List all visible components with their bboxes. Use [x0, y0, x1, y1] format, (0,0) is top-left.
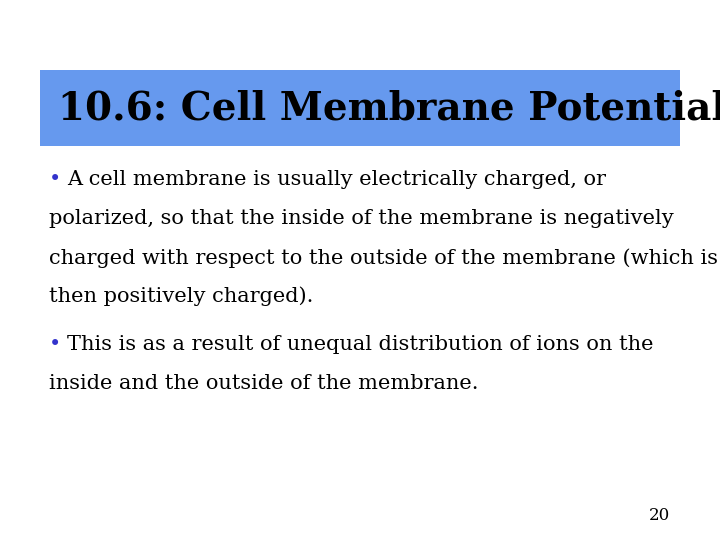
Bar: [40, 70, 680, 146]
Text: 10.6: Cell Membrane Potential: 10.6: Cell Membrane Potential: [58, 89, 720, 127]
Text: inside and the outside of the membrane.: inside and the outside of the membrane.: [49, 374, 479, 393]
Text: then positively charged).: then positively charged).: [49, 287, 313, 306]
Text: •: •: [49, 170, 61, 189]
Text: This is as a result of unequal distribution of ions on the: This is as a result of unequal distribut…: [67, 335, 654, 354]
Text: 20: 20: [648, 507, 670, 524]
Text: •: •: [49, 335, 61, 354]
Text: polarized, so that the inside of the membrane is negatively: polarized, so that the inside of the mem…: [49, 209, 674, 228]
Text: charged with respect to the outside of the membrane (which is: charged with respect to the outside of t…: [49, 248, 718, 267]
Text: A cell membrane is usually electrically charged, or: A cell membrane is usually electrically …: [67, 170, 606, 189]
